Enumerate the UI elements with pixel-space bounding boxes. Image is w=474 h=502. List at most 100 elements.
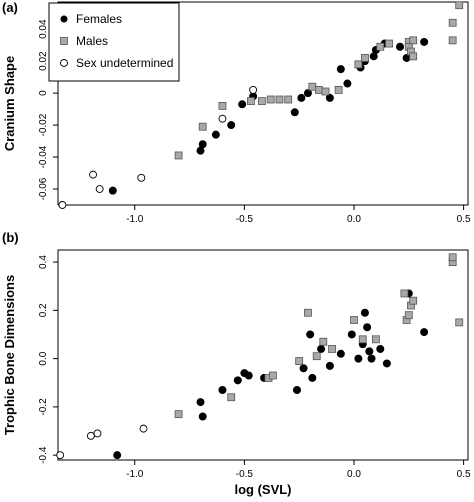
x-tick-label: 0.0 [347, 214, 361, 225]
point-male [295, 357, 304, 365]
point-male [312, 352, 321, 361]
legend-marker-undetermined [60, 59, 68, 67]
panel-b: -0.4 -0.2 0.0 0.2 0.4 -1.0 -0.5 0.0 0.5 Trophic B… [2, 230, 471, 480]
point-undetermined [58, 201, 67, 209]
y-tick-label: -0.2 [38, 398, 49, 416]
point-female [196, 398, 205, 407]
point-female [336, 349, 345, 358]
point-male [350, 316, 358, 324]
y-tick-label: 0.0 [38, 351, 49, 365]
point-undetermined [218, 114, 227, 123]
point-male [328, 345, 336, 353]
plot-frame [57, 249, 469, 461]
point-undetermined [56, 451, 65, 460]
y-tick-label: 0.04 [38, 19, 49, 39]
x-tick-label: 0.5 [457, 469, 471, 480]
point-male [198, 122, 207, 131]
legend-label: Sex undetermined [76, 56, 173, 70]
y-tick-label: 0.2 [38, 303, 49, 317]
x-tick-label: -1.0 [126, 214, 144, 225]
point-female [108, 186, 117, 195]
point-female [218, 386, 227, 394]
x-tick-label: -0.5 [236, 469, 254, 480]
y-axis-title: Cranium Shape [2, 56, 17, 151]
point-male [448, 36, 457, 45]
point-female [420, 328, 429, 337]
point-male [354, 60, 363, 69]
y-tick-label: 0.02 [38, 51, 49, 71]
point-female [297, 93, 306, 102]
point-female [306, 330, 315, 339]
x-tick-label: -1.0 [126, 469, 144, 480]
y-tick-label: 0.4 [38, 255, 49, 269]
point-male [247, 97, 255, 106]
point-undetermined [249, 85, 258, 94]
point-female [325, 93, 334, 102]
y-tick-label: 0 [38, 90, 49, 96]
panel-label: (b) [2, 230, 19, 245]
point-female [360, 308, 369, 317]
point-female [290, 108, 299, 117]
point-male [321, 87, 330, 96]
point-female [308, 373, 317, 382]
point-female [303, 89, 312, 98]
x-tick-label: -0.5 [236, 214, 254, 225]
point-male [308, 82, 317, 91]
point-male [315, 86, 323, 94]
x-tick-label: 0.0 [347, 469, 361, 480]
x-axis-title: log (SVL) [234, 482, 291, 497]
point-male [455, 318, 464, 327]
point-male [361, 54, 369, 62]
point-male [376, 42, 385, 51]
point-male [319, 337, 328, 346]
legend-marker-male [60, 37, 68, 45]
point-male [455, 1, 464, 10]
point-female [244, 371, 253, 380]
point-female [365, 347, 374, 356]
point-female [317, 344, 326, 353]
point-male [174, 410, 183, 419]
point-male [409, 52, 418, 61]
point-female [336, 65, 345, 74]
panel-a: -0.06 -0.04 -0.02 0 0.02 0.04 -1.0 -0.5 0.0 0.5 Cr… [2, 0, 471, 225]
point-female [402, 53, 411, 62]
legend-marker-female [60, 15, 68, 23]
point-female [343, 79, 352, 88]
point-female [233, 376, 242, 385]
point-male [268, 371, 277, 380]
legend-box [48, 2, 180, 82]
point-male [334, 86, 343, 94]
y-tick-label: -0.4 [38, 446, 49, 464]
point-female [198, 412, 207, 421]
point-female [376, 344, 385, 353]
point-female [227, 121, 236, 130]
point-female [396, 42, 405, 51]
x-tick-label: 0.5 [457, 214, 471, 225]
point-female [299, 364, 308, 373]
y-tick-label: -0.06 [38, 177, 49, 200]
point-male [218, 101, 227, 110]
point-male [275, 95, 284, 104]
point-undetermined [86, 431, 95, 440]
point-male [284, 95, 293, 104]
point-female [325, 361, 334, 370]
point-female [382, 359, 391, 368]
panel-label: (a) [2, 0, 18, 15]
point-male [409, 36, 418, 45]
point-male [266, 95, 275, 104]
y-axis-title: Trophic Bone Dimensions [2, 275, 17, 435]
plot-frame [57, 1, 469, 206]
point-male [448, 253, 457, 262]
point-male [358, 335, 367, 344]
point-male [304, 308, 312, 317]
point-female [211, 130, 220, 139]
point-male [372, 335, 380, 344]
point-male [409, 296, 418, 305]
point-female [198, 140, 207, 149]
point-female [363, 323, 372, 332]
point-male [404, 311, 413, 320]
point-male [258, 97, 266, 106]
point-undetermined [137, 173, 146, 182]
point-female [238, 100, 247, 109]
point-male [385, 39, 393, 48]
